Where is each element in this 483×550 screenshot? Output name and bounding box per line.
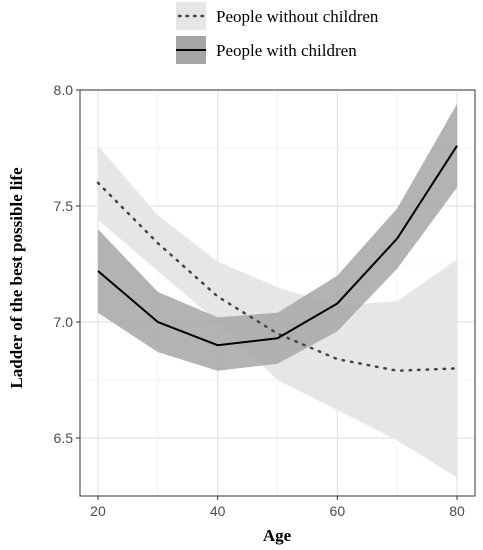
legend: People without children People with chil… bbox=[176, 2, 379, 64]
confidence-band-without-children bbox=[97, 145, 458, 478]
x-axis: 20 40 60 80 bbox=[90, 496, 465, 519]
y-tick-label: 7.0 bbox=[54, 314, 74, 330]
x-axis-title: Age bbox=[263, 526, 292, 545]
legend-label-with-children: People with children bbox=[216, 41, 357, 60]
plot-area bbox=[79, 89, 476, 497]
series-line-with-children bbox=[97, 145, 458, 347]
y-axis: 6.5 7.0 7.5 8.0 bbox=[54, 82, 80, 446]
series-line-without-children bbox=[96, 181, 459, 372]
x-tick-label: 80 bbox=[449, 503, 465, 519]
panel-border bbox=[79, 89, 476, 497]
x-tick-label: 40 bbox=[210, 503, 226, 519]
legend-label-without-children: People without children bbox=[216, 7, 379, 26]
y-axis-title: Ladder of the best possible life bbox=[7, 167, 26, 389]
confidence-band-with-children bbox=[97, 103, 458, 371]
y-tick-label: 6.5 bbox=[54, 430, 74, 446]
confidence-bands bbox=[97, 103, 458, 478]
x-tick-label: 20 bbox=[90, 503, 106, 519]
y-tick-label: 7.5 bbox=[54, 198, 74, 214]
y-tick-label: 8.0 bbox=[54, 82, 74, 98]
x-tick-label: 60 bbox=[330, 503, 346, 519]
series-lines bbox=[96, 145, 459, 372]
